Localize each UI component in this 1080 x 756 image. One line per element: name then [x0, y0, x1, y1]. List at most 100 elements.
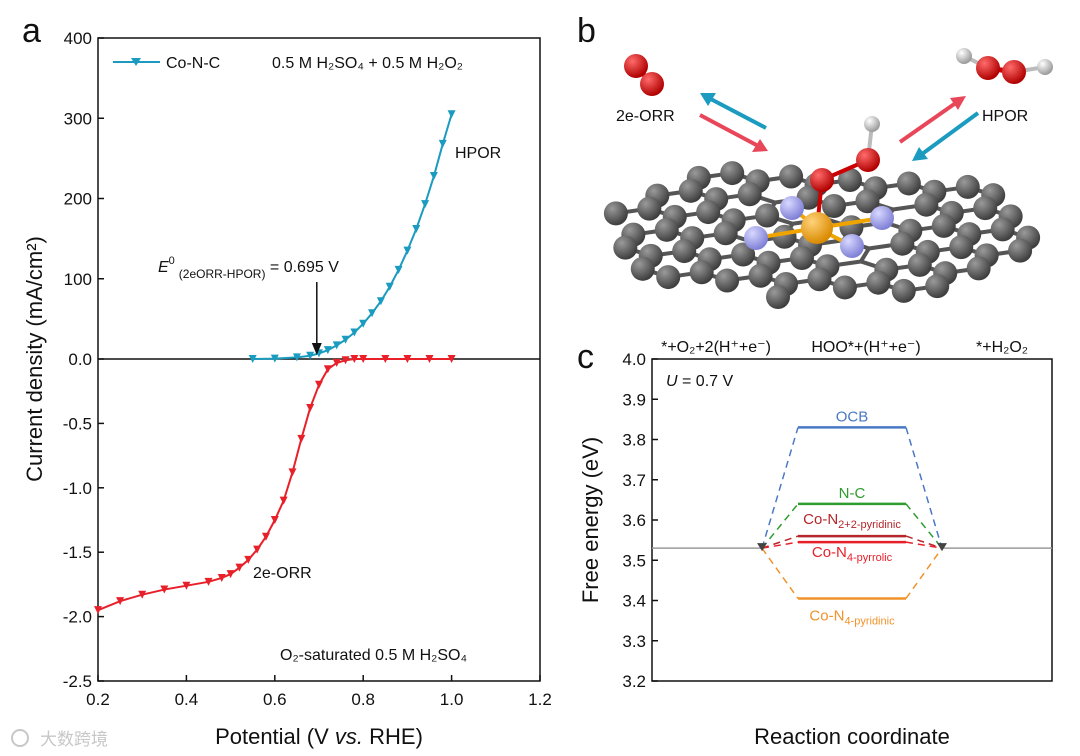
connector-dashed: [761, 547, 799, 599]
data-point: [116, 597, 125, 606]
carbon-atom: [689, 260, 714, 285]
carbon-atom: [890, 231, 915, 256]
panel-c-chart: 3.2 3.3 3.4 3.5 3.6 3.7 3.8 3.9 4.0 OCB N-C Co-N2+…: [578, 339, 1053, 749]
data-point: [368, 309, 377, 318]
connector-dashed: [761, 503, 799, 549]
panel-a-xlabel: Potential (V vs. RHE): [215, 724, 423, 749]
series-label: N-C: [839, 485, 866, 502]
y-tick-label: 3.6: [622, 511, 646, 530]
data-point: [350, 355, 359, 363]
carbon-atom: [955, 174, 980, 199]
panel-a-chart: 0.2 0.4 0.6 0.8 1.0 1.2 0.0 100 200 300 400 -2.5 -2.…: [22, 29, 552, 749]
series-label: Co-N2+2-pyridinic: [803, 511, 901, 531]
data-point: [425, 355, 434, 363]
carbon-atom: [748, 263, 773, 288]
data-point: [204, 577, 213, 586]
carbon-atom: [949, 235, 974, 260]
carbon-atom: [715, 268, 740, 293]
oxygen-atom: [810, 168, 834, 192]
hydrogen-atom: [864, 116, 880, 132]
data-point: [244, 555, 253, 564]
panel-c-xlabel: Reaction coordinate: [754, 724, 950, 749]
h2o2-hydrogen-atom: [956, 48, 972, 64]
carbon-atom: [720, 161, 745, 186]
x-tick-label: 1.2: [528, 690, 552, 709]
condition-bottom: O₂-saturated 0.5 M H₂SO₄: [280, 647, 467, 664]
graphene-atoms: [603, 161, 1041, 309]
state-label-intermediate: HOO*+(H⁺+e⁻): [811, 339, 920, 356]
e0-arrow-head: [311, 343, 322, 355]
data-point: [385, 282, 394, 291]
data-point: [94, 606, 102, 615]
e0-symbol: E: [158, 259, 169, 276]
y-tick-label: 4.0: [622, 350, 646, 369]
state-label-final: *+H₂O₂: [976, 339, 1028, 356]
data-point: [332, 341, 341, 350]
e0-superscript: 0: [169, 255, 175, 267]
watermark-logo-icon: [11, 729, 29, 747]
carbon-atom: [654, 217, 679, 242]
carbon-atom: [731, 242, 756, 267]
x-tick-label: 0.2: [86, 690, 110, 709]
data-point: [323, 365, 332, 374]
carbon-atom: [779, 164, 804, 189]
panel-c-ticks: 3.2 3.3 3.4 3.5 3.6 3.7 3.8 3.9 4.0: [622, 350, 658, 691]
y-tick-label: -1.0: [63, 479, 92, 498]
data-point: [270, 354, 279, 363]
carbon-atom: [766, 285, 790, 309]
x-tick-label: 1.0: [440, 690, 464, 709]
y-tick-label: 3.3: [622, 632, 646, 651]
connector-dashed: [905, 547, 943, 599]
carbon-atom: [931, 213, 956, 238]
carbon-atom: [896, 171, 921, 196]
data-point: [235, 563, 244, 572]
y-tick-label: 3.5: [622, 551, 646, 570]
carbon-atom: [696, 200, 721, 225]
c-c-bond: [859, 247, 871, 263]
data-point: [421, 200, 430, 209]
panel-b-letter: b: [577, 12, 596, 50]
carbon-atom: [672, 239, 697, 264]
nitrogen-atom: [840, 234, 864, 258]
carbon-atom: [822, 194, 846, 218]
reaction-arrow-left: [699, 93, 768, 152]
y-tick-label: 3.7: [622, 471, 646, 490]
e0-subscript: (2eORR-HPOR): [179, 267, 266, 281]
data-point: [270, 516, 279, 524]
carbon-atom: [990, 217, 1015, 242]
series-label: Co-N4-pyrrolic: [812, 544, 893, 564]
h2o2-oxygen-atom: [976, 56, 1000, 80]
data-point: [447, 355, 456, 363]
carbon-atom: [755, 203, 780, 228]
data-point: [394, 265, 403, 274]
panel-a-series: [94, 110, 456, 615]
carbon-atom: [637, 196, 662, 221]
nitrogen-atom: [780, 196, 804, 220]
nitrogen-atom: [744, 226, 768, 250]
connector-dashed: [761, 427, 799, 549]
y-tick-label: 300: [64, 109, 92, 128]
carbon-atom: [613, 235, 638, 260]
data-point: [341, 335, 350, 344]
panel-a-ticks: 0.2 0.4 0.6 0.8 1.0 1.2 0.0 100 200 300 400 -2.5 -2.…: [63, 29, 552, 709]
panel-c-series: OCB N-C Co-N2+2-pyridinic Co-N4-pyrrolic Co-…: [652, 408, 1052, 627]
data-point: [438, 139, 447, 148]
panel-c-ylabel: Free energy (eV): [578, 437, 603, 603]
connector-dashed: [761, 535, 799, 549]
data-point: [226, 570, 235, 579]
data-point: [359, 319, 368, 328]
data-point: [447, 110, 456, 119]
legend-marker: [131, 58, 141, 66]
label-2e-orr: 2e-ORR: [616, 108, 675, 125]
carbon-atom: [866, 270, 891, 295]
panel-b-illustration: 2e-ORR HPOR: [603, 48, 1053, 309]
series-label: Co-N4-pyridinic: [809, 607, 895, 627]
nitrogen-atom: [870, 206, 894, 230]
data-point: [182, 581, 191, 590]
h2o2-oxygen-atom: [1002, 60, 1026, 84]
carbon-atom: [713, 221, 738, 246]
y-tick-label: 3.4: [622, 592, 646, 611]
data-point: [138, 590, 147, 599]
data-point: [279, 496, 288, 505]
junction-marker: [757, 543, 767, 552]
